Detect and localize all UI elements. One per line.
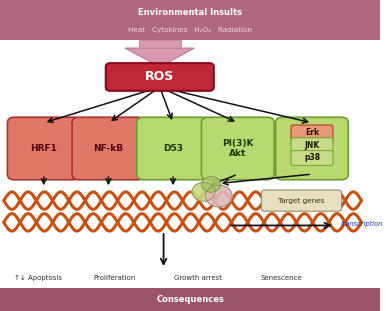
- Text: HRF1: HRF1: [30, 144, 57, 153]
- Text: Erk: Erk: [305, 128, 319, 137]
- Circle shape: [192, 183, 215, 201]
- Circle shape: [205, 185, 232, 207]
- FancyBboxPatch shape: [261, 190, 342, 211]
- Text: Proliferation: Proliferation: [93, 275, 135, 281]
- Polygon shape: [126, 48, 194, 67]
- Text: NF-kB: NF-kB: [93, 144, 124, 153]
- FancyBboxPatch shape: [137, 117, 210, 180]
- Bar: [0, 0, 380, 40]
- Text: Heat   Cytokines   H₂O₂   Radiation: Heat Cytokines H₂O₂ Radiation: [128, 27, 252, 33]
- FancyBboxPatch shape: [291, 125, 333, 140]
- FancyBboxPatch shape: [106, 63, 214, 91]
- FancyBboxPatch shape: [291, 151, 333, 165]
- Text: ROS: ROS: [145, 71, 174, 83]
- Text: Environmental Insults: Environmental Insults: [138, 8, 242, 16]
- Text: Senescence: Senescence: [261, 275, 302, 281]
- Text: Consequences: Consequences: [156, 295, 224, 304]
- Text: ↑↓ Apoptosis: ↑↓ Apoptosis: [14, 275, 62, 281]
- Text: p38: p38: [304, 154, 320, 162]
- FancyBboxPatch shape: [7, 117, 80, 180]
- Text: D53: D53: [163, 144, 183, 153]
- Bar: [0, 288, 380, 311]
- FancyBboxPatch shape: [291, 138, 333, 153]
- Text: PI(3)K
Akt: PI(3)K Akt: [222, 139, 253, 158]
- FancyBboxPatch shape: [72, 117, 145, 180]
- FancyBboxPatch shape: [201, 117, 274, 180]
- Text: transcription: transcription: [341, 221, 383, 227]
- Text: Growth arrest: Growth arrest: [174, 275, 222, 281]
- Circle shape: [202, 177, 221, 192]
- Text: Target genes: Target genes: [278, 197, 325, 204]
- Bar: [139, 40, 181, 48]
- FancyBboxPatch shape: [276, 117, 348, 180]
- Text: JNK: JNK: [304, 141, 319, 150]
